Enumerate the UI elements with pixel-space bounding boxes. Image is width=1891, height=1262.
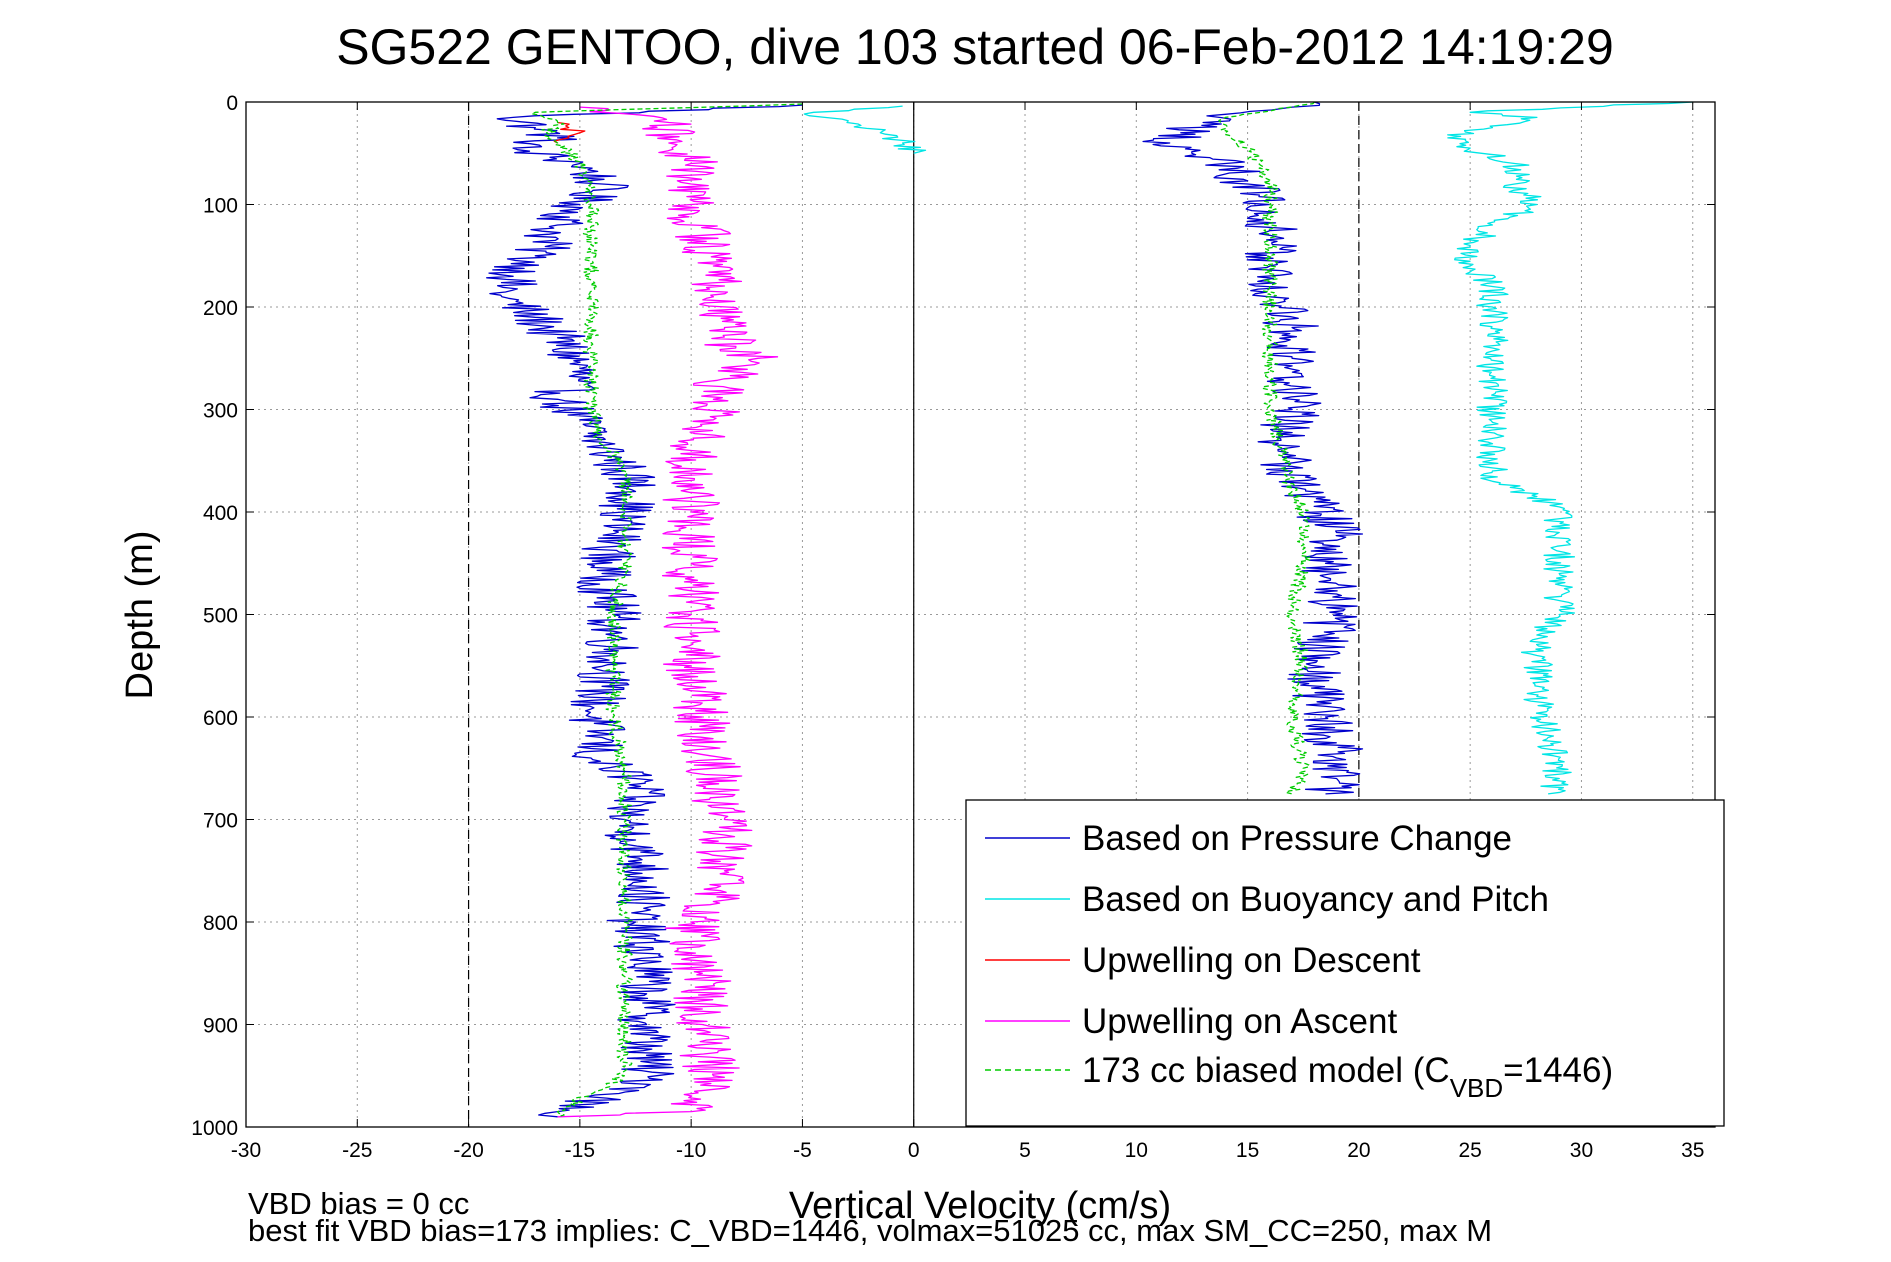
legend-label: Upwelling on Descent	[1082, 941, 1421, 980]
series-based-on-buoyancy-and-pitch	[803, 105, 927, 154]
x-tick-label: 15	[1236, 1139, 1259, 1162]
series-upwelling-on-ascent	[557, 106, 779, 1118]
legend-label: Based on Pressure Change	[1082, 819, 1512, 858]
series-based-on-buoyancy-and-pitch	[1447, 101, 1693, 795]
y-tick-label: 800	[203, 912, 238, 935]
x-tick-label: -10	[676, 1139, 706, 1162]
y-tick-label: 900	[203, 1015, 238, 1038]
y-tick-label: 0	[226, 92, 238, 115]
best-fit-note: best fit VBD bias=173 implies: C_VBD=144…	[248, 1213, 1492, 1248]
x-tick-label: 10	[1125, 1139, 1148, 1162]
x-tick-label: -5	[793, 1139, 812, 1162]
y-tick-label: 500	[203, 605, 238, 628]
legend-label-suffix: =1446)	[1503, 1051, 1613, 1090]
y-tick-label: 100	[203, 195, 238, 218]
legend-label-subscript: VBD	[1450, 1073, 1503, 1103]
y-tick-label: 200	[203, 297, 238, 320]
y-tick-label: 400	[203, 502, 238, 525]
series-based-on-pressure-change	[486, 104, 803, 1118]
x-tick-label: 20	[1347, 1139, 1370, 1162]
x-tick-label: 5	[1019, 1139, 1031, 1162]
vbd-bias-note: VBD bias = 0 cc	[248, 1186, 469, 1221]
x-tick-label: 35	[1681, 1139, 1704, 1162]
x-tick-label: -25	[342, 1139, 372, 1162]
x-tick-label: -15	[565, 1139, 595, 1162]
chart-title: SG522 GENTOO, dive 103 started 06-Feb-20…	[336, 19, 1614, 75]
legend-label: Upwelling on Ascent	[1082, 1002, 1397, 1041]
series-upwelling-on-descent	[553, 121, 586, 144]
x-tick-label: -20	[453, 1139, 483, 1162]
x-axis-label: Vertical Velocity (cm/s)	[789, 1185, 1171, 1227]
legend-label: Based on Buoyancy and Pitch	[1082, 880, 1549, 919]
legend: Based on Pressure Change Based on Buoyanc…	[965, 799, 1725, 1127]
y-tick-label: 1000	[191, 1117, 238, 1140]
y-tick-label: 300	[203, 400, 238, 423]
x-tick-label: -30	[231, 1139, 261, 1162]
y-tick-label: 700	[203, 810, 238, 833]
legend-box	[965, 799, 1725, 1127]
series-173-cc-biased-model-cvbd-1446	[530, 103, 803, 1118]
y-tick-label: 600	[203, 707, 238, 730]
x-tick-label: 30	[1570, 1139, 1593, 1162]
x-tick-label: 0	[908, 1139, 920, 1162]
y-axis-label: Depth (m)	[119, 531, 161, 700]
x-tick-label: 25	[1458, 1139, 1481, 1162]
series-173-cc-biased-model-cvbd-1446	[1218, 101, 1315, 795]
